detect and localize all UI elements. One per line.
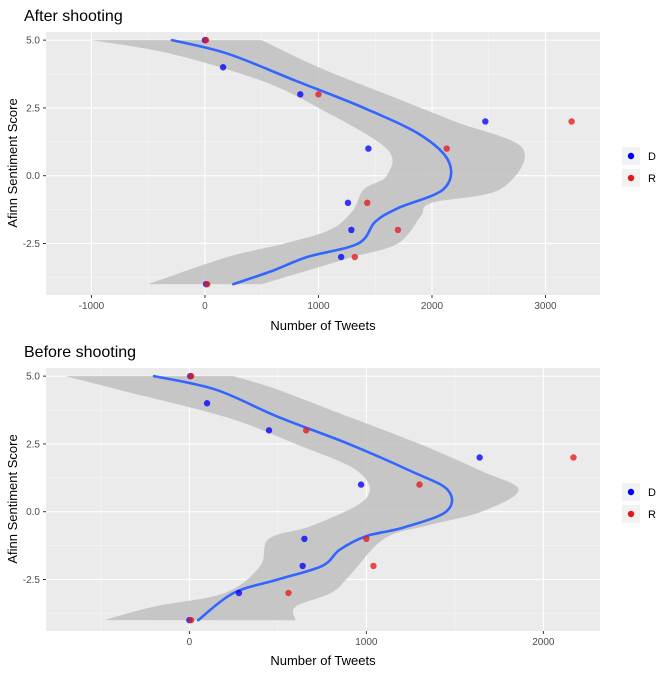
x-tick-label: 3000 <box>534 301 557 312</box>
data-point-D <box>265 427 273 434</box>
x-tick-label: 2000 <box>421 301 444 312</box>
data-point-R <box>187 616 195 624</box>
data-point-D <box>476 454 483 461</box>
data-point-R <box>187 372 195 380</box>
data-point-R <box>202 36 210 44</box>
points-layer <box>201 36 575 288</box>
data-point-R <box>443 145 450 152</box>
x-tick-label: 1000 <box>355 637 378 648</box>
chart-before-shooting: Before shooting 0 1000 2000 -2.5 0.0 2.5 5.0 N… <box>5 344 656 668</box>
data-point-D <box>337 253 345 261</box>
axis-ticks: 0 1000 2000 -2.5 0.0 2.5 5.0 <box>23 372 555 648</box>
y-axis-title: Afinn Sentiment Score <box>5 434 20 563</box>
y-tick-label: 0.0 <box>26 171 40 182</box>
data-point-D <box>482 118 489 125</box>
data-point-R <box>416 481 423 488</box>
legend: DR <box>622 147 656 187</box>
data-point-D <box>203 400 211 407</box>
axis-ticks: -1000 0 1000 2000 3000 -2.5 0.0 2.5 5.0 <box>23 36 557 312</box>
x-tick-label: 0 <box>202 301 208 312</box>
chart-title: Before shooting <box>24 344 136 361</box>
smooth-line <box>152 374 454 622</box>
legend-swatch-R <box>627 174 635 182</box>
y-axis-title: Afinn Sentiment Score <box>5 98 20 227</box>
smooth-line <box>170 38 453 286</box>
x-tick-label: -1000 <box>79 301 105 312</box>
data-point-D <box>297 91 304 98</box>
data-point-R <box>370 562 377 570</box>
points-layer <box>186 372 577 624</box>
x-tick-label: 0 <box>187 637 193 648</box>
data-point-D <box>348 226 355 234</box>
y-tick-label: -2.5 <box>23 239 41 250</box>
y-tick-label: -2.5 <box>23 575 41 586</box>
chart-title: After shooting <box>24 8 123 25</box>
data-point-R <box>351 253 358 261</box>
data-point-R <box>364 199 371 207</box>
legend-label-D: D <box>648 487 656 499</box>
data-point-D <box>357 481 365 488</box>
y-tick-label: 0.0 <box>26 507 40 518</box>
y-tick-label: 2.5 <box>26 103 40 114</box>
legend-label-R: R <box>648 509 656 521</box>
legend-swatch-R <box>627 510 635 518</box>
y-tick-label: 5.0 <box>26 372 40 383</box>
data-point-R <box>568 118 575 125</box>
legend: DR <box>622 483 656 523</box>
chart-after-shooting: After shooting -1000 0 1000 2000 3000 -2.5 0.0… <box>5 8 656 333</box>
confidence-band <box>65 376 519 621</box>
y-tick-label: 2.5 <box>26 439 40 450</box>
x-tick-label: 2000 <box>532 637 555 648</box>
legend-label-D: D <box>648 151 656 163</box>
data-point-D <box>235 589 243 597</box>
x-axis-title: Number of Tweets <box>270 318 376 333</box>
data-point-D <box>365 145 372 152</box>
data-point-R <box>302 427 310 434</box>
data-point-D <box>219 64 227 71</box>
x-axis-title: Number of Tweets <box>270 653 376 668</box>
data-point-D <box>344 199 352 207</box>
confidence-band <box>91 40 525 285</box>
data-point-R <box>315 91 322 98</box>
legend-swatch-D <box>627 152 635 160</box>
y-tick-label: 5.0 <box>26 36 40 47</box>
data-point-R <box>570 454 577 461</box>
x-tick-label: 1000 <box>307 301 330 312</box>
data-point-D <box>299 562 306 570</box>
legend-swatch-D <box>627 488 635 496</box>
data-point-R <box>363 535 370 543</box>
data-point-R <box>204 280 211 288</box>
data-point-R <box>394 226 402 234</box>
legend-label-R: R <box>648 173 656 185</box>
data-point-D <box>301 535 308 543</box>
data-point-R <box>285 589 292 597</box>
